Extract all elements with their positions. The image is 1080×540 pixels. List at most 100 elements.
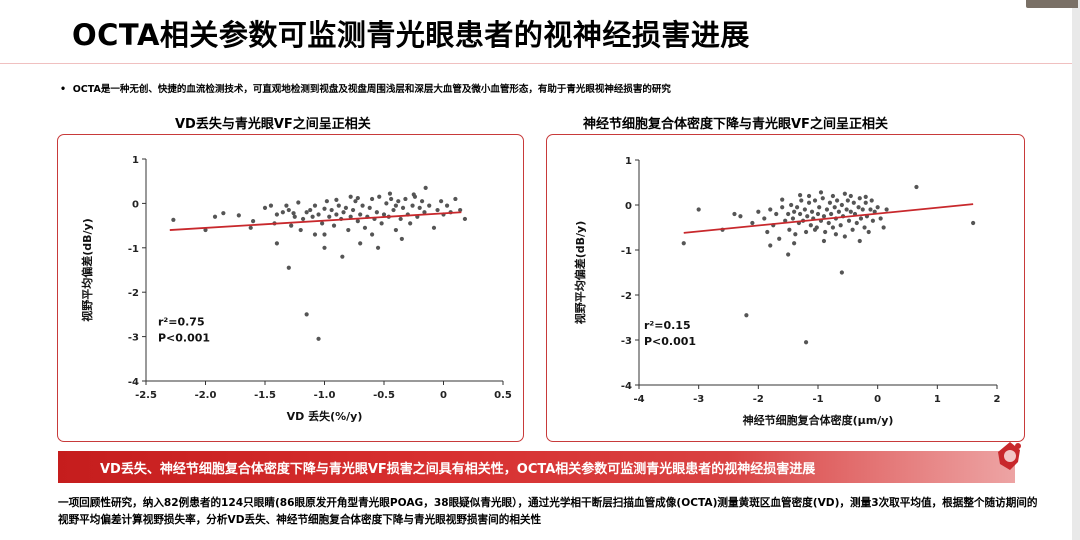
- x-tick-label: 0.5: [494, 390, 512, 401]
- scatter-point: [171, 217, 176, 222]
- scatter-point: [431, 225, 437, 230]
- scatter-point: [251, 219, 256, 224]
- scatter-point: [854, 220, 859, 226]
- x-tick-label: -1: [812, 394, 823, 405]
- y-tick-label: -2: [128, 288, 139, 299]
- scatter-point: [826, 220, 831, 226]
- scatter-point: [848, 193, 853, 199]
- scatter-point: [820, 196, 825, 201]
- scatter-point: [786, 211, 791, 217]
- scatter-point: [799, 198, 804, 203]
- scatter-point: [818, 190, 824, 195]
- scatter-point: [815, 211, 821, 217]
- y-axis-label: 视野平均偏差(dB/y): [573, 221, 587, 325]
- scatter-point: [398, 216, 403, 222]
- intro-bullet: • OCTA是一种无创、快捷的血流检测技术，可直观地检测到视盘及视盘周围浅层和深…: [60, 84, 671, 95]
- conclusion-banner-text: VD丢失、神经节细胞复合体密度下降与青光眼VF损害之间具有相关性，OCTA相关参…: [100, 462, 816, 477]
- scatter-point: [221, 211, 226, 216]
- scatter-point: [316, 212, 321, 217]
- scatter-point: [403, 196, 408, 202]
- conclusion-banner: VD丢失、神经节细胞复合体密度下降与青光眼VF损害之间具有相关性，OCTA相关参…: [58, 451, 1015, 483]
- x-tick-label: 1: [934, 394, 941, 405]
- scatter-point: [389, 196, 394, 202]
- scatter-point: [845, 198, 850, 203]
- scatter-point: [768, 207, 773, 212]
- scatter-point: [808, 223, 813, 228]
- scatter-point: [370, 196, 375, 202]
- scatter-point: [289, 223, 294, 228]
- scatter-point: [827, 200, 833, 205]
- chart-right-svg: 1 0 -1 -2 -3 -4-4 -3 -2 -1 0 1 2 神经节细胞复合体密度(μm/y) 视野平…: [573, 156, 1001, 427]
- x-tick-label: 0: [440, 390, 447, 401]
- scatter-point: [360, 203, 365, 208]
- p-value-label: P<0.001: [158, 332, 210, 345]
- scatter-point: [393, 203, 398, 208]
- y-tick-label: 0: [132, 199, 139, 210]
- scatter-point: [336, 203, 341, 208]
- scatter-point: [340, 254, 345, 259]
- y-tick-label: 1: [132, 155, 139, 166]
- scatter-point: [320, 221, 325, 226]
- x-tick-label: -2.5: [135, 390, 157, 401]
- scatter-point: [262, 205, 268, 210]
- scatter-point: [839, 202, 844, 208]
- scatter-point: [803, 340, 809, 345]
- scatter-point: [878, 216, 883, 221]
- scatter-point: [343, 205, 349, 210]
- scatter-point: [358, 212, 363, 217]
- scatter-point: [795, 205, 800, 210]
- chart-left-svg: 1 0 -1 -2 -3 -4 -2.5 -2.0 -1.5 -1.0 -0.5 0 0.5 VD 丢失(…: [80, 155, 512, 423]
- scatter-point: [387, 191, 393, 196]
- scatter-point: [812, 227, 818, 232]
- trend-line: [683, 203, 974, 234]
- scatter-point: [308, 207, 313, 213]
- scatter-point: [268, 203, 274, 208]
- scatter-point: [768, 243, 773, 248]
- scatter-point: [846, 218, 852, 223]
- scatter-point: [400, 205, 406, 210]
- scatter-point: [304, 210, 309, 215]
- trend-line: [169, 211, 462, 231]
- scatter-point: [805, 214, 810, 219]
- x-tick-label: -4: [633, 394, 644, 405]
- r-squared-label: r²=0.75: [158, 316, 205, 329]
- y-tick-label: -4: [621, 381, 632, 392]
- intro-bullet-text: OCTA是一种无创、快捷的血流检测技术，可直观地检测到视盘及视盘周围浅层和深层大…: [72, 84, 671, 95]
- scatter-point: [417, 205, 422, 210]
- scatter-point: [869, 198, 874, 203]
- scatter-point: [756, 209, 761, 214]
- scatter-point: [862, 225, 867, 230]
- scatter-point: [821, 238, 827, 244]
- y-tick-label: -4: [128, 377, 139, 388]
- scatter-point: [798, 211, 803, 217]
- scatter-point: [355, 219, 360, 224]
- scatter-point: [312, 203, 318, 208]
- scatter-point: [334, 197, 339, 202]
- scatter-point: [971, 220, 976, 226]
- scatter-point: [863, 194, 868, 199]
- scatter-point: [410, 203, 415, 208]
- scatter-point: [350, 207, 356, 213]
- x-tick-label: -1.0: [314, 390, 336, 401]
- scatter-point: [203, 227, 208, 233]
- scatter-point: [824, 207, 830, 212]
- scatter-point: [248, 225, 253, 230]
- x-axis-label: VD 丢失(%/y): [287, 409, 363, 423]
- scatter-point: [331, 223, 337, 228]
- scatter-point: [836, 209, 841, 214]
- scatter-point: [422, 210, 427, 215]
- scatter-point: [866, 229, 871, 235]
- scatter-point: [786, 252, 791, 257]
- scatter-point: [296, 200, 301, 205]
- scatter-point: [821, 214, 827, 219]
- scatter-point: [872, 209, 877, 214]
- x-tick-label: -2: [753, 394, 764, 405]
- scatter-point: [322, 206, 327, 211]
- scatter-point: [286, 207, 291, 213]
- p-value-label: P<0.001: [644, 335, 696, 348]
- x-tick-label: -0.5: [373, 390, 395, 401]
- scatter-point: [851, 200, 856, 205]
- scatter-point: [212, 214, 218, 219]
- scatter-point: [881, 225, 886, 230]
- scatter-point: [453, 196, 458, 202]
